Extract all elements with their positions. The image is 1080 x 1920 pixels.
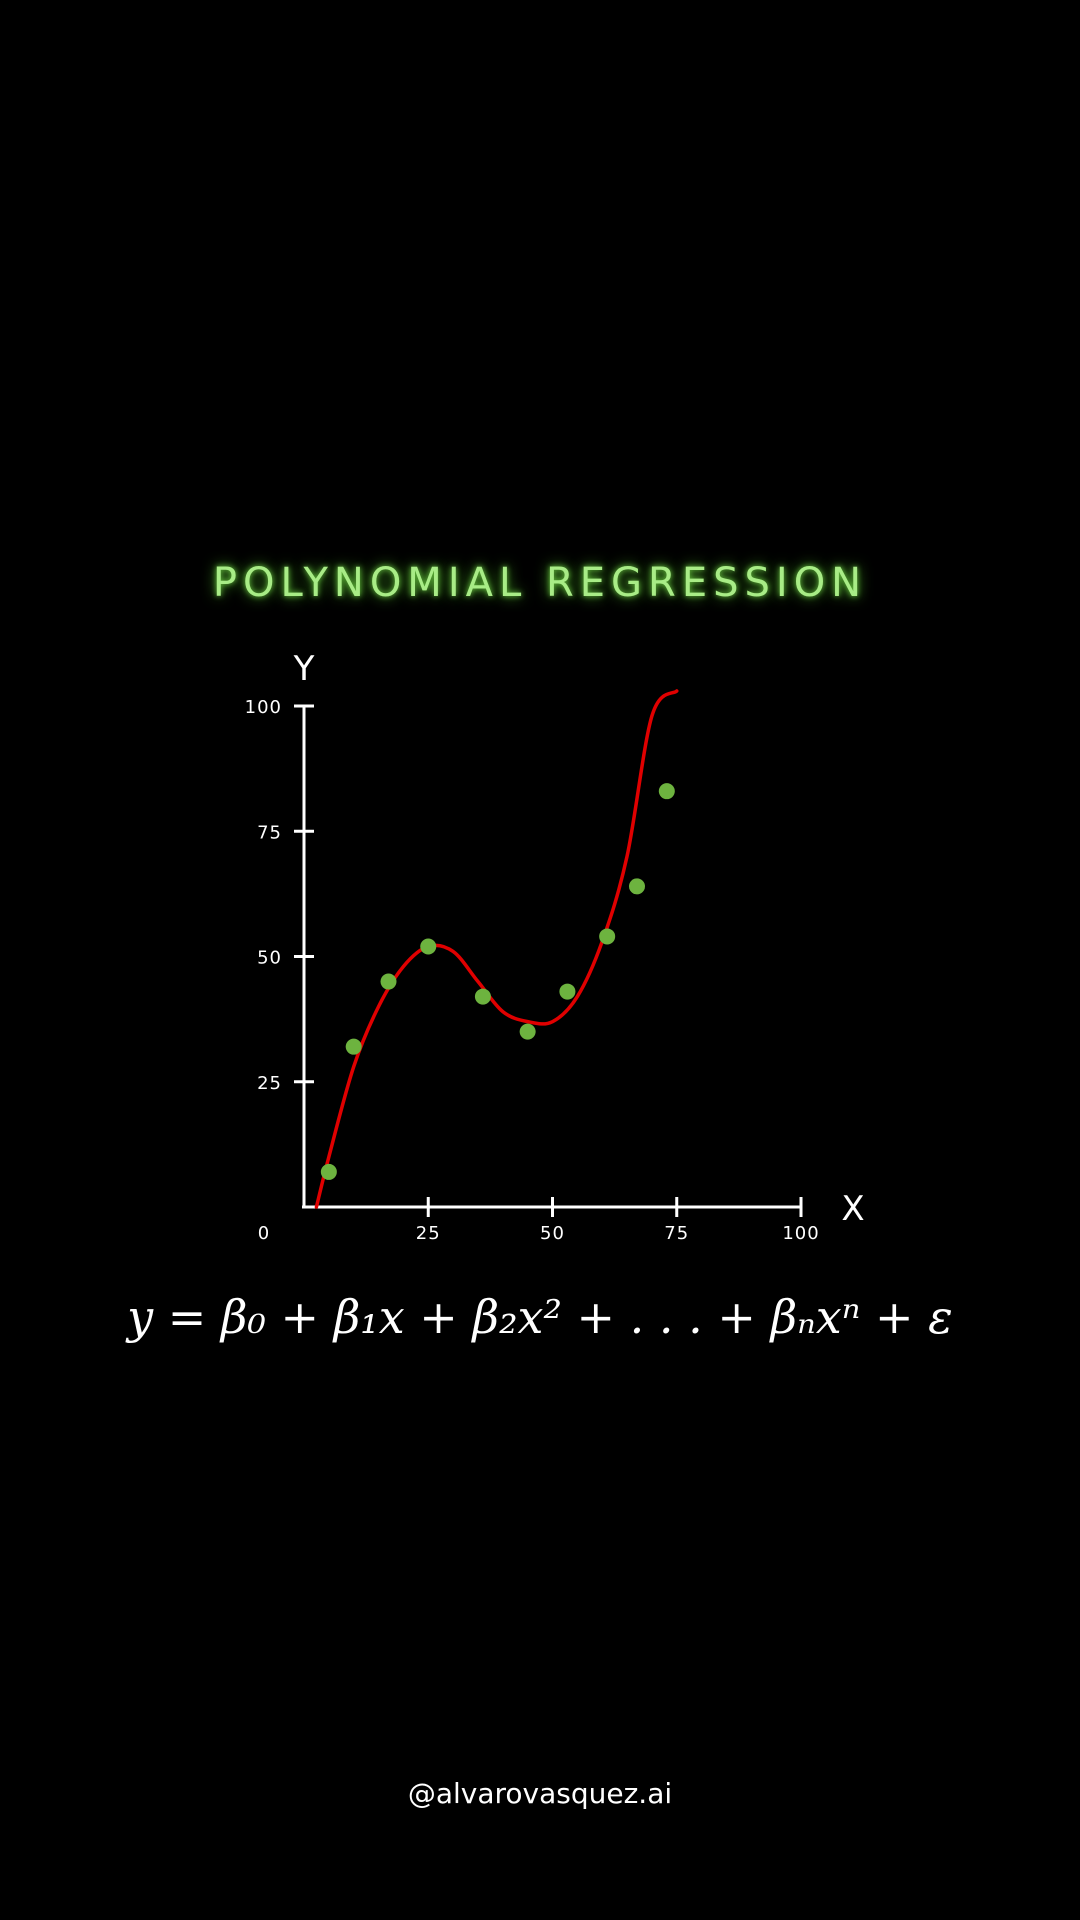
data-point (320, 1163, 337, 1180)
data-point (628, 878, 645, 895)
chart-title: POLYNOMIAL REGRESSION (212, 560, 868, 606)
y-axis-label: Y (293, 649, 315, 689)
data-point (474, 988, 491, 1005)
origin-label: 0 (258, 1223, 270, 1244)
author-handle: @alvarovasquez.ai (407, 1777, 673, 1810)
data-point (559, 983, 576, 1000)
y-tick-label: 75 (257, 822, 282, 843)
data-point (380, 973, 397, 990)
data-point (345, 1038, 362, 1055)
ticks (294, 704, 803, 1217)
x-tick-label: 25 (416, 1223, 441, 1244)
data-point (420, 938, 437, 955)
axes (302, 706, 801, 1209)
x-tick-label: 50 (540, 1223, 565, 1244)
x-tick-label: 100 (782, 1223, 819, 1244)
y-tick-label: 50 (257, 948, 282, 969)
data-point (599, 928, 616, 945)
tick-labels: 25 50 75 100 25 50 75 100 0 X Y (245, 649, 865, 1244)
data-point (658, 783, 675, 800)
regression-formula: y = β₀ + β₁x + β₂x² + . . . + βₙxⁿ + ε (127, 1290, 953, 1344)
fit-curve (314, 689, 679, 1209)
x-axis-label: X (841, 1189, 864, 1229)
data-point (519, 1023, 536, 1040)
x-tick-label: 75 (664, 1223, 689, 1244)
data-points (320, 783, 675, 1180)
y-tick-label: 25 (257, 1073, 282, 1094)
fit-curve-layer (314, 689, 679, 1209)
y-tick-label: 100 (245, 697, 282, 718)
